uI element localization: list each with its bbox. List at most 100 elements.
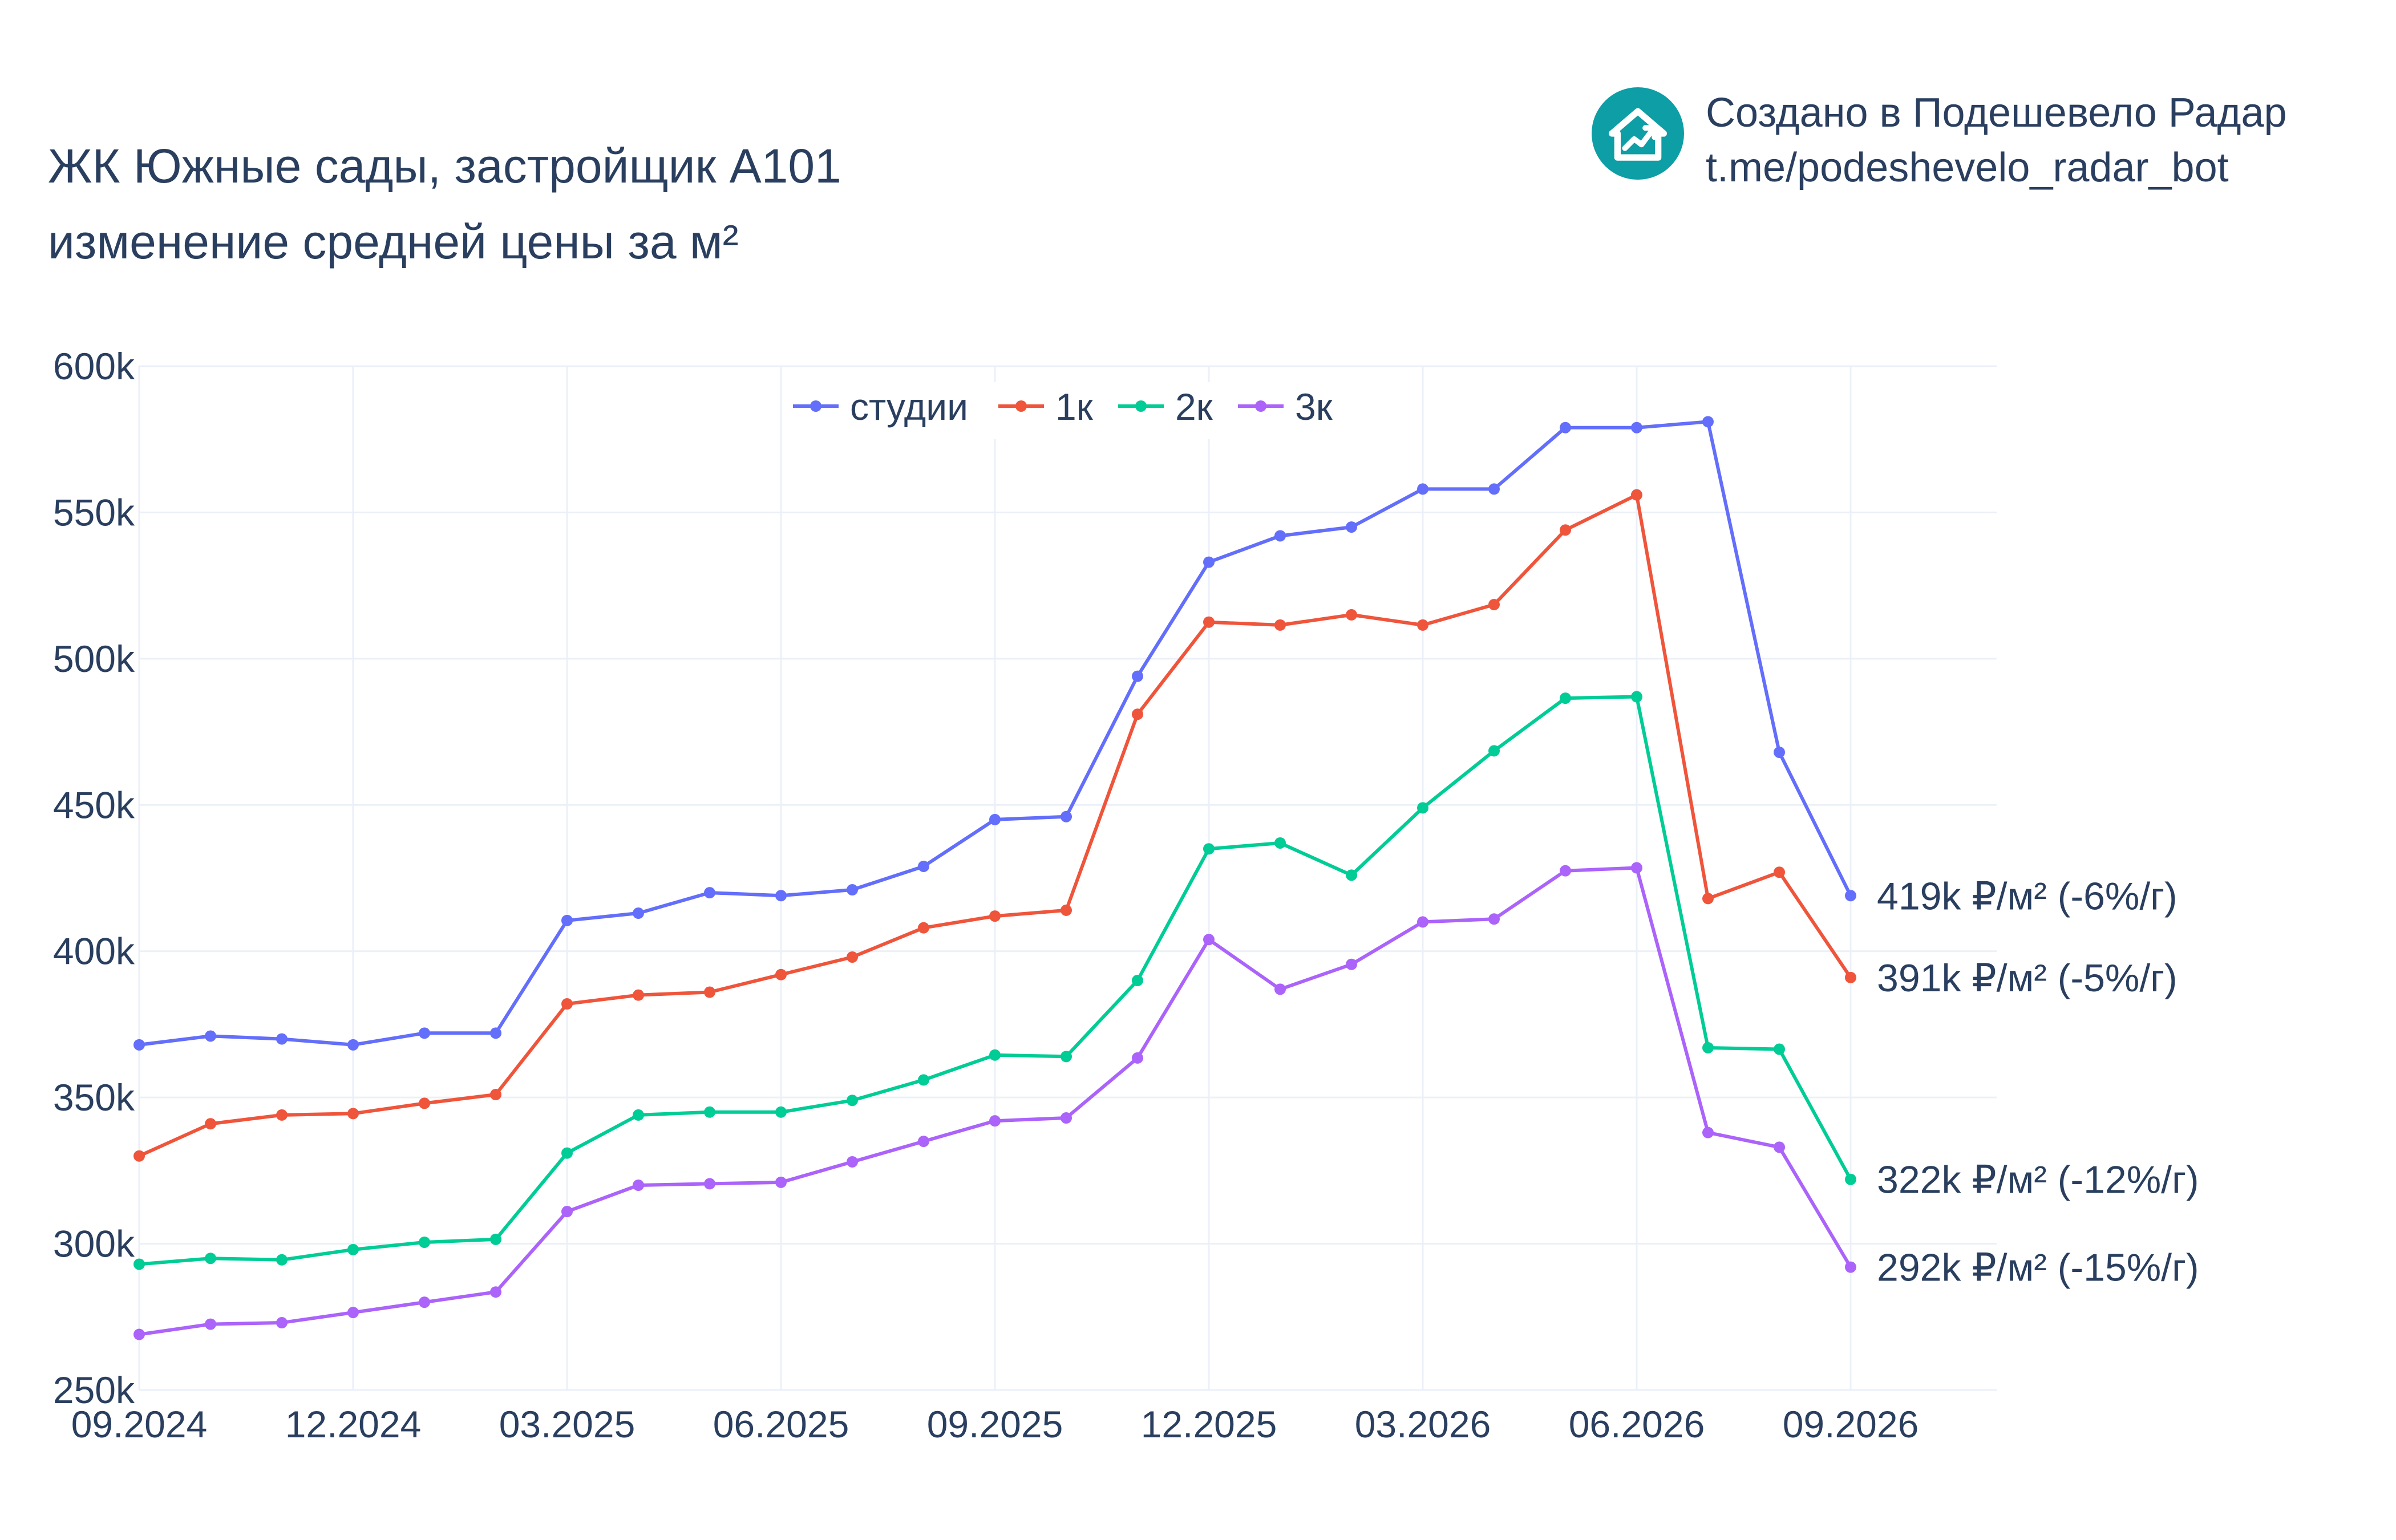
- data-point: [633, 1180, 644, 1191]
- y-tick-label: 400k: [53, 930, 135, 972]
- data-point: [1417, 483, 1428, 495]
- data-point: [1631, 691, 1642, 703]
- data-point: [918, 922, 929, 934]
- legend-item: студии: [793, 386, 968, 428]
- data-point: [633, 907, 644, 919]
- data-point: [989, 1049, 1001, 1061]
- x-tick-label: 09.2025: [927, 1403, 1063, 1445]
- data-point: [1488, 598, 1500, 610]
- data-point: [989, 1115, 1001, 1127]
- end-label: 322k ₽/м² (-12%/г): [1877, 1158, 2199, 1202]
- y-tick-label: 450k: [53, 784, 135, 826]
- data-point: [561, 1147, 573, 1159]
- data-point: [1061, 904, 1072, 916]
- chart-title-line-1: ЖК Южные сады, застройщик А101: [48, 139, 841, 193]
- data-point: [1346, 869, 1357, 881]
- data-point: [561, 1206, 573, 1218]
- data-point: [276, 1254, 288, 1266]
- x-tick-label: 09.2026: [1783, 1403, 1919, 1445]
- data-point: [1346, 521, 1357, 533]
- legend-swatch-marker: [1015, 400, 1027, 412]
- data-point: [1417, 802, 1428, 814]
- data-point: [1274, 837, 1286, 849]
- data-point: [775, 890, 787, 902]
- brand-block[interactable]: Создано в Подешевело Радар t.me/podeshev…: [1592, 86, 2379, 191]
- data-point: [1560, 692, 1571, 704]
- data-point: [633, 989, 644, 1001]
- data-point: [1274, 983, 1286, 995]
- data-point: [561, 998, 573, 1010]
- data-point: [704, 986, 715, 998]
- legend-item: 1к: [998, 386, 1094, 428]
- end-label: 292k ₽/м² (-15%/г): [1877, 1246, 2199, 1290]
- data-point: [1774, 746, 1785, 758]
- series-1: [133, 489, 1856, 1162]
- series-2: [133, 691, 1856, 1270]
- x-tick-label: 09.2024: [71, 1403, 208, 1445]
- data-point: [1774, 866, 1785, 878]
- data-point: [1702, 1126, 1714, 1138]
- data-point: [704, 1178, 715, 1190]
- data-point: [775, 968, 787, 980]
- data-point: [133, 1039, 145, 1051]
- data-point: [1132, 708, 1143, 720]
- grid: [138, 365, 1997, 1391]
- series-0: [133, 416, 1856, 1051]
- data-point: [490, 1233, 501, 1245]
- data-point: [1702, 893, 1714, 905]
- legend-label: студии: [850, 386, 968, 428]
- data-point: [847, 1095, 858, 1107]
- legend-item: 2к: [1118, 386, 1213, 428]
- data-point: [347, 1108, 359, 1120]
- data-point: [419, 1296, 430, 1308]
- data-point: [1417, 916, 1428, 928]
- data-point: [1132, 975, 1143, 986]
- data-point: [133, 1328, 145, 1340]
- y-axis: 250k 300k 350k 400k 450k 500k 550k 600k: [53, 345, 135, 1411]
- data-point: [1560, 865, 1571, 877]
- data-point: [276, 1033, 288, 1045]
- house-chart-icon: [1592, 87, 1684, 180]
- data-point: [1203, 616, 1215, 628]
- y-tick-label: 600k: [53, 345, 135, 387]
- data-point: [419, 1237, 430, 1249]
- data-point: [704, 1106, 715, 1118]
- data-point: [133, 1258, 145, 1270]
- x-tick-label: 03.2026: [1355, 1403, 1491, 1445]
- legend-label: 1к: [1055, 386, 1094, 428]
- data-point: [1845, 890, 1856, 902]
- data-point: [1560, 524, 1571, 536]
- brand-link[interactable]: t.me/podeshevelo_radar_bot: [1706, 145, 2229, 191]
- data-point: [1702, 1041, 1714, 1053]
- brand-text: Создано в Подешевело Радар t.me/podeshev…: [1706, 86, 2287, 195]
- legend-swatch-marker: [1135, 400, 1147, 412]
- end-label: 419k ₽/м² (-6%/г): [1877, 874, 2178, 918]
- legend-item: 3к: [1238, 386, 1333, 428]
- data-point: [775, 1106, 787, 1118]
- data-point: [1774, 1141, 1785, 1153]
- y-tick-label: 500k: [53, 638, 135, 680]
- data-point: [490, 1027, 501, 1039]
- data-point: [918, 1074, 929, 1086]
- data-point: [419, 1027, 430, 1039]
- data-point: [918, 1136, 929, 1148]
- data-point: [276, 1317, 288, 1329]
- data-point: [704, 887, 715, 899]
- data-point: [1774, 1043, 1785, 1055]
- y-tick-label: 250k: [53, 1369, 135, 1411]
- data-point: [133, 1150, 145, 1162]
- x-tick-label: 06.2025: [713, 1403, 849, 1445]
- data-point: [1274, 530, 1286, 542]
- data-point: [1203, 556, 1215, 568]
- data-point: [989, 910, 1001, 922]
- end-label: 391k ₽/м² (-5%/г): [1877, 957, 2178, 1000]
- data-point: [205, 1318, 216, 1330]
- data-point: [1845, 971, 1856, 983]
- data-point: [1560, 422, 1571, 433]
- data-point: [1346, 958, 1357, 970]
- x-tick-label: 03.2025: [499, 1403, 636, 1445]
- data-point: [276, 1109, 288, 1121]
- legend: студии 1к 2к 3к: [784, 382, 1355, 439]
- legend-label: 3к: [1295, 386, 1333, 428]
